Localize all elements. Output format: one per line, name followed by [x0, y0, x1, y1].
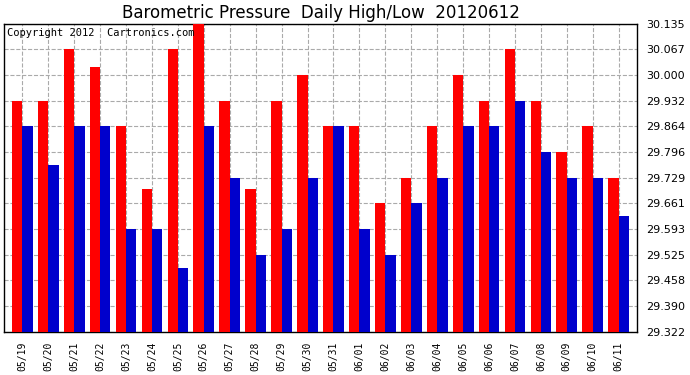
- Bar: [401, 177, 411, 332]
- Title: Barometric Pressure  Daily High/Low  20120612: Barometric Pressure Daily High/Low 20120…: [121, 4, 520, 22]
- Bar: [100, 126, 110, 332]
- Bar: [12, 100, 22, 332]
- Bar: [359, 229, 370, 332]
- Bar: [204, 126, 214, 332]
- Bar: [126, 229, 137, 332]
- Bar: [219, 100, 230, 332]
- Bar: [479, 100, 489, 332]
- Bar: [333, 126, 344, 332]
- Bar: [411, 203, 422, 332]
- Bar: [63, 50, 75, 332]
- Bar: [567, 177, 578, 332]
- Bar: [437, 177, 448, 332]
- Bar: [141, 189, 152, 332]
- Bar: [593, 177, 603, 332]
- Bar: [582, 126, 593, 332]
- Bar: [619, 216, 629, 332]
- Bar: [256, 255, 266, 332]
- Bar: [489, 126, 500, 332]
- Bar: [541, 152, 551, 332]
- Bar: [427, 126, 437, 332]
- Bar: [297, 75, 308, 332]
- Bar: [323, 126, 333, 332]
- Bar: [375, 203, 385, 332]
- Bar: [193, 24, 204, 332]
- Bar: [463, 126, 473, 332]
- Bar: [453, 75, 463, 332]
- Bar: [90, 67, 100, 332]
- Text: Copyright 2012  Cartronics.com: Copyright 2012 Cartronics.com: [8, 28, 195, 38]
- Bar: [531, 100, 541, 332]
- Bar: [230, 177, 240, 332]
- Bar: [504, 50, 515, 332]
- Bar: [246, 189, 256, 332]
- Bar: [152, 229, 162, 332]
- Bar: [349, 126, 359, 332]
- Bar: [271, 100, 282, 332]
- Bar: [308, 177, 318, 332]
- Bar: [515, 100, 525, 332]
- Bar: [282, 229, 292, 332]
- Bar: [48, 165, 59, 332]
- Bar: [385, 255, 395, 332]
- Bar: [22, 126, 32, 332]
- Bar: [168, 50, 178, 332]
- Bar: [609, 177, 619, 332]
- Bar: [75, 126, 85, 332]
- Bar: [178, 268, 188, 332]
- Bar: [38, 100, 48, 332]
- Bar: [116, 126, 126, 332]
- Bar: [556, 152, 567, 332]
